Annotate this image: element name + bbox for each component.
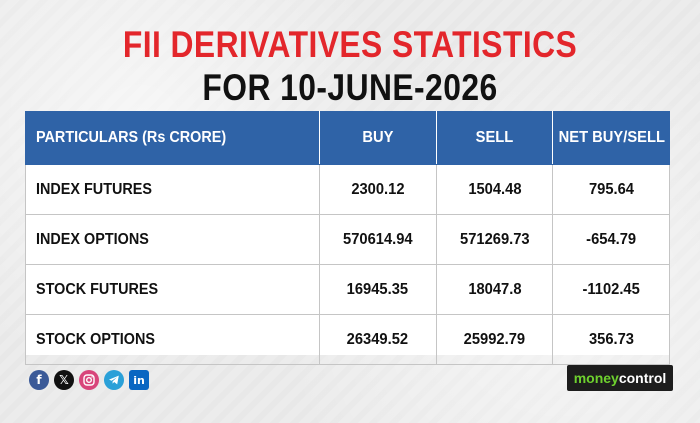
x-icon[interactable]: 𝕏 (54, 370, 74, 390)
table-row: STOCK OPTIONS 26349.52 25992.79 356.73 (25, 314, 670, 365)
statistics-table: PARTICULARS (Rs CRORE) BUY SELL NET BUY/… (25, 111, 670, 365)
cell-net: -1102.45 (552, 264, 670, 315)
table-header-row: PARTICULARS (Rs CRORE) BUY SELL NET BUY/… (25, 111, 670, 165)
instagram-icon[interactable] (79, 370, 99, 390)
title-line-1: FII DERIVATIVES STATISTICS (122, 24, 578, 65)
title-line-2: FOR 10-JUNE-2026 (202, 67, 498, 108)
cell-buy: 26349.52 (319, 314, 437, 365)
cell-sell: 1504.48 (435, 164, 554, 215)
table-row: INDEX FUTURES 2300.12 1504.48 795.64 (25, 164, 670, 215)
header-particulars: PARTICULARS (Rs CRORE) (25, 111, 320, 165)
cell-buy: 570614.94 (319, 214, 437, 265)
cell-sell: 25992.79 (435, 314, 554, 365)
row-label: INDEX FUTURES (25, 164, 320, 215)
row-label: INDEX OPTIONS (25, 214, 320, 265)
telegram-icon[interactable] (104, 370, 124, 390)
page-title: FII DERIVATIVES STATISTICS FOR 10-JUNE-2… (0, 26, 700, 106)
row-label: STOCK FUTURES (25, 264, 320, 315)
cell-buy: 2300.12 (319, 164, 437, 215)
cell-net: -654.79 (552, 214, 670, 265)
header-sell: SELL (435, 111, 554, 165)
cell-sell: 571269.73 (435, 214, 554, 265)
cell-buy: 16945.35 (319, 264, 437, 315)
row-label: STOCK OPTIONS (25, 314, 320, 365)
facebook-icon[interactable]: f (29, 370, 49, 390)
table-row: STOCK FUTURES 16945.35 18047.8 -1102.45 (25, 264, 670, 315)
cell-net: 356.73 (552, 314, 670, 365)
cell-sell: 18047.8 (435, 264, 554, 315)
cell-net: 795.64 (552, 164, 670, 215)
statistics-table-container: PARTICULARS (Rs CRORE) BUY SELL NET BUY/… (25, 111, 670, 365)
moneycontrol-logo: money control (567, 365, 673, 391)
table-row: INDEX OPTIONS 570614.94 571269.73 -654.7… (25, 214, 670, 265)
header-net: NET BUY/SELL (552, 111, 670, 165)
header-buy: BUY (319, 111, 437, 165)
linkedin-icon[interactable]: in (129, 370, 149, 390)
social-links: f 𝕏 in (29, 369, 149, 391)
